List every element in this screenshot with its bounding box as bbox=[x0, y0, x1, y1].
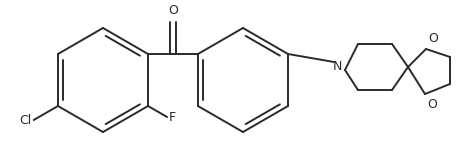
Text: F: F bbox=[169, 110, 176, 123]
Text: O: O bbox=[426, 98, 436, 111]
Text: O: O bbox=[427, 32, 437, 45]
Text: Cl: Cl bbox=[19, 114, 31, 127]
Text: O: O bbox=[168, 4, 177, 17]
Text: N: N bbox=[332, 60, 341, 74]
